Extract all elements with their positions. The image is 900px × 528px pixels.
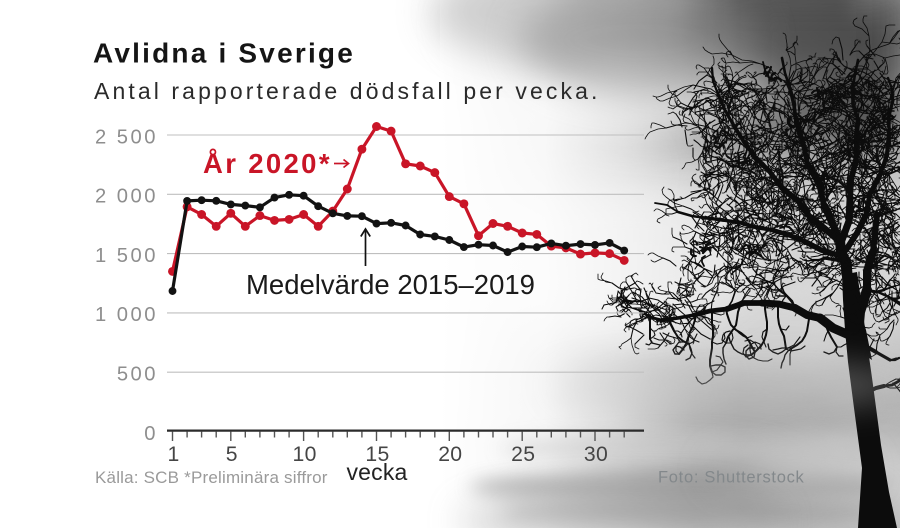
svg-text:1 000: 1 000 bbox=[95, 304, 158, 326]
svg-text:15: 15 bbox=[365, 443, 389, 466]
svg-text:Antal rapporterade dödsfall pe: Antal rapporterade dödsfall per vecka. bbox=[94, 78, 600, 104]
svg-text:Foto: Shutterstock: Foto: Shutterstock bbox=[658, 469, 805, 487]
svg-text:Medelvärde 2015–2019: Medelvärde 2015–2019 bbox=[246, 269, 535, 300]
svg-text:2 500: 2 500 bbox=[95, 126, 158, 148]
svg-text:2 000: 2 000 bbox=[95, 186, 158, 208]
svg-text:5: 5 bbox=[226, 443, 238, 466]
svg-text:vecka: vecka bbox=[346, 459, 407, 485]
svg-text:1 500: 1 500 bbox=[95, 245, 158, 267]
svg-text:500: 500 bbox=[117, 364, 158, 386]
svg-text:10: 10 bbox=[293, 443, 317, 466]
svg-text:Avlidna i Sverige: Avlidna i Sverige bbox=[93, 38, 355, 69]
svg-text:0: 0 bbox=[144, 423, 158, 445]
svg-text:År 2020*: År 2020* bbox=[203, 148, 332, 179]
svg-text:Källa: SCB *Preliminära siff: Källa: SCB *Preliminära siffror bbox=[95, 468, 328, 487]
svg-text:1: 1 bbox=[167, 443, 179, 466]
svg-text:25: 25 bbox=[511, 443, 535, 466]
svg-text:20: 20 bbox=[438, 443, 462, 466]
svg-text:30: 30 bbox=[584, 443, 608, 466]
